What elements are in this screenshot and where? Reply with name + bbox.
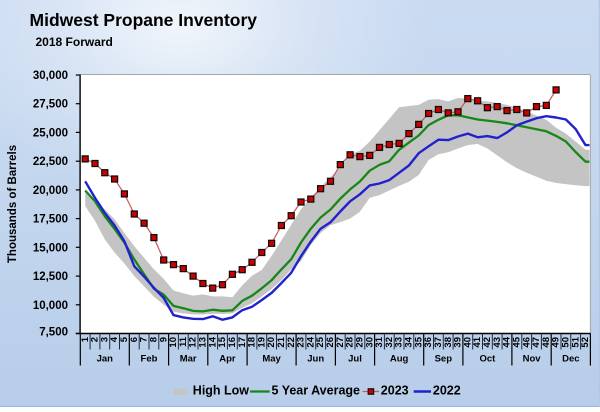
svg-text:24: 24	[305, 336, 316, 347]
svg-text:22: 22	[286, 337, 297, 348]
svg-text:12: 12	[188, 337, 199, 348]
svg-text:Jan: Jan	[97, 354, 114, 365]
svg-text:43: 43	[492, 337, 503, 348]
svg-text:50: 50	[561, 337, 572, 348]
svg-text:Apr: Apr	[219, 354, 236, 365]
svg-text:44: 44	[502, 336, 513, 347]
svg-text:17,500: 17,500	[33, 214, 68, 226]
svg-text:2018 Forward: 2018 Forward	[36, 35, 113, 49]
svg-text:Nov: Nov	[523, 354, 542, 365]
svg-text:52: 52	[580, 337, 591, 348]
svg-text:Aug: Aug	[390, 354, 409, 365]
svg-text:9: 9	[158, 337, 169, 342]
svg-text:36: 36	[423, 337, 434, 348]
svg-text:7: 7	[139, 337, 150, 342]
svg-text:Feb: Feb	[141, 354, 158, 365]
svg-text:32: 32	[384, 337, 395, 348]
svg-text:27: 27	[335, 337, 346, 348]
svg-text:11: 11	[178, 336, 189, 347]
svg-text:2022: 2022	[433, 384, 461, 398]
svg-text:2023: 2023	[381, 384, 409, 398]
svg-text:21: 21	[276, 336, 287, 347]
svg-text:13: 13	[198, 337, 209, 348]
svg-text:1: 1	[80, 336, 91, 342]
svg-text:2: 2	[90, 337, 101, 342]
svg-text:42: 42	[482, 337, 493, 348]
svg-text:46: 46	[521, 337, 532, 348]
svg-text:37: 37	[433, 337, 444, 348]
svg-text:18: 18	[247, 337, 258, 348]
svg-text:47: 47	[531, 337, 542, 348]
svg-text:22,500: 22,500	[33, 156, 68, 168]
svg-text:3: 3	[99, 337, 110, 342]
svg-text:Thousands of Barrels: Thousands of Barrels	[7, 145, 19, 263]
svg-text:29: 29	[355, 337, 366, 348]
svg-text:41: 41	[472, 336, 483, 347]
svg-text:Dec: Dec	[562, 354, 579, 365]
svg-text:Oct: Oct	[479, 354, 496, 365]
svg-text:25: 25	[315, 336, 326, 347]
svg-text:31: 31	[374, 336, 385, 347]
svg-text:12,500: 12,500	[33, 271, 68, 283]
svg-text:49: 49	[551, 337, 562, 348]
svg-text:7,500: 7,500	[39, 327, 68, 339]
svg-text:May: May	[262, 354, 281, 365]
svg-text:48: 48	[541, 337, 552, 348]
svg-text:5 Year Average: 5 Year Average	[272, 384, 361, 398]
svg-text:38: 38	[443, 337, 454, 348]
svg-text:30: 30	[364, 337, 375, 348]
svg-text:4: 4	[109, 336, 120, 342]
svg-text:10: 10	[168, 337, 179, 348]
svg-text:Mar: Mar	[180, 354, 197, 365]
svg-text:10,000: 10,000	[33, 300, 68, 312]
svg-text:26: 26	[325, 337, 336, 348]
svg-text:20,000: 20,000	[33, 185, 68, 197]
svg-text:23: 23	[296, 337, 307, 348]
svg-text:33: 33	[394, 337, 405, 348]
svg-text:27,500: 27,500	[33, 99, 68, 111]
svg-text:8: 8	[149, 337, 160, 342]
svg-text:15: 15	[217, 336, 228, 347]
svg-text:40: 40	[462, 337, 473, 348]
svg-text:5: 5	[119, 336, 130, 342]
svg-text:Jun: Jun	[307, 354, 324, 365]
svg-text:30,000: 30,000	[33, 70, 68, 82]
svg-text:28: 28	[345, 337, 356, 348]
svg-text:51: 51	[570, 336, 581, 347]
svg-text:35: 35	[413, 336, 424, 347]
svg-text:45: 45	[511, 336, 522, 347]
svg-text:25,000: 25,000	[33, 127, 68, 139]
svg-text:39: 39	[453, 337, 464, 348]
svg-text:6: 6	[129, 337, 140, 342]
svg-text:Sep: Sep	[435, 354, 453, 365]
svg-text:16: 16	[227, 337, 238, 348]
svg-text:Jul: Jul	[348, 354, 362, 365]
svg-text:19: 19	[256, 337, 267, 348]
svg-text:Midwest Propane Inventory: Midwest Propane Inventory	[30, 10, 258, 30]
svg-text:17: 17	[237, 337, 248, 348]
svg-text:14: 14	[207, 336, 218, 347]
svg-text:34: 34	[404, 336, 415, 347]
svg-text:High Low: High Low	[193, 384, 250, 398]
svg-text:20: 20	[266, 337, 277, 348]
svg-text:15,000: 15,000	[33, 242, 68, 254]
